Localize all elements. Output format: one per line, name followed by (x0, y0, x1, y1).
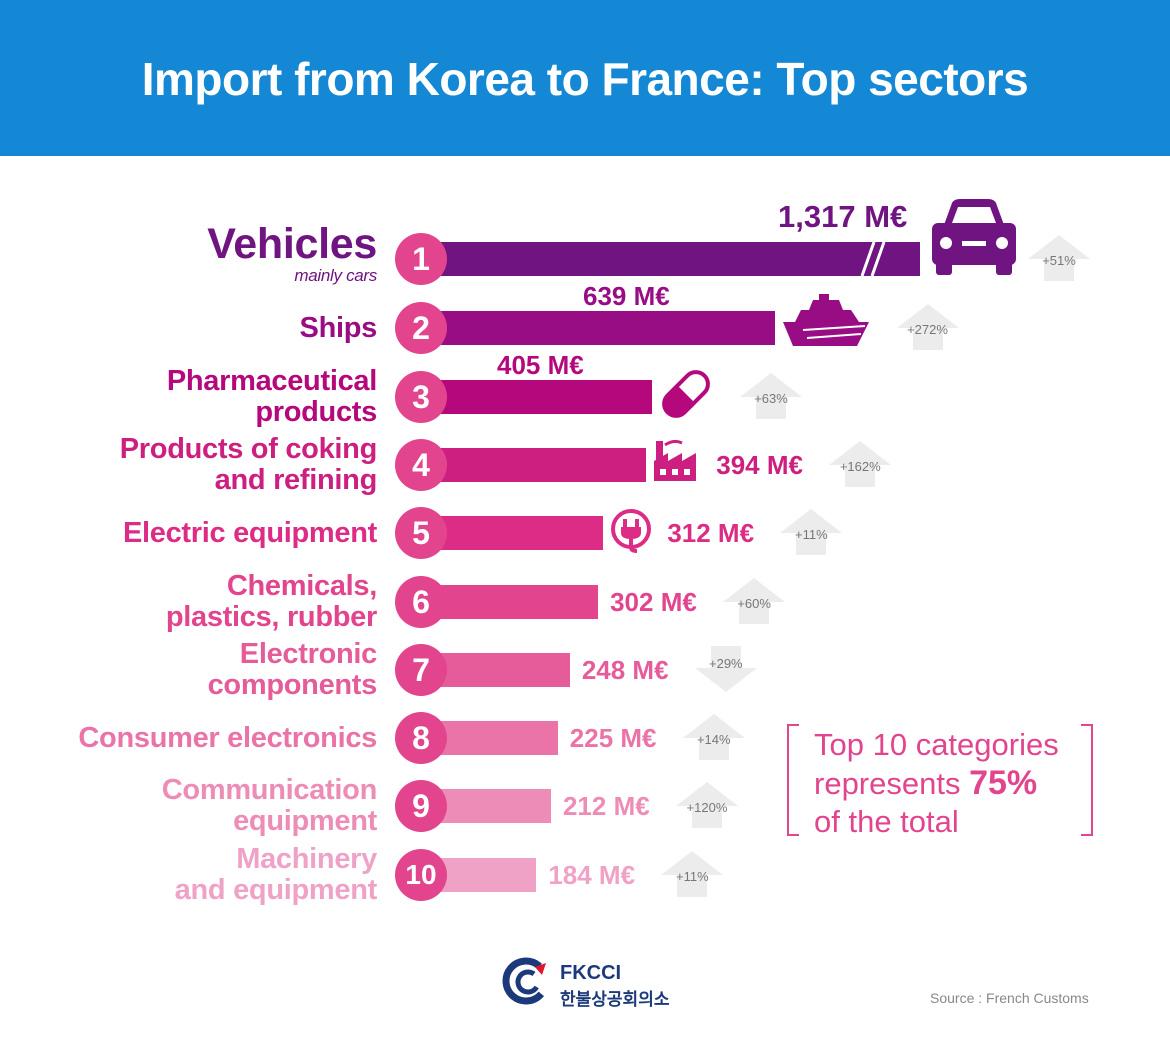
change-value-3: +63% (754, 391, 788, 406)
value-label-1: 1,317 M€ (778, 199, 908, 234)
bar-4 (440, 448, 647, 482)
rank-badge-5: 5 (395, 507, 447, 559)
bar-5 (440, 516, 604, 550)
change-value-4: +162% (839, 459, 881, 474)
rank-badge-7: 7 (395, 644, 447, 696)
value-label-8: 225 M€ (569, 723, 657, 753)
value-label-3: 405 M€ (497, 350, 584, 380)
bar-6 (440, 585, 599, 619)
category-label-7: Electronic components (207, 638, 378, 701)
bar-7 (440, 653, 570, 687)
axis-break-mark (860, 242, 886, 276)
change-value-8: +14% (696, 732, 731, 747)
callout-text: Top 10 categories represents 75% of the … (814, 726, 1059, 841)
value-label-10: 184 M€ (548, 860, 636, 890)
rank-badge-10: 10 (395, 849, 447, 901)
source-note: Source : French Customs (930, 990, 1089, 1006)
callout-line1: Top 10 categories (814, 727, 1059, 762)
category-label-7-line-2: components (207, 669, 378, 701)
category-label-10-line-1: Machinery (236, 843, 377, 875)
rank-badge-6: 6 (395, 576, 447, 628)
change-arrow-up-icon (1028, 235, 1090, 281)
change-arrow-up-icon (661, 851, 724, 897)
logo-name: FKCCI (560, 962, 622, 984)
change-value-2: +272% (907, 322, 948, 337)
category-label-4-line-2: and refining (214, 464, 378, 496)
category-label-9: Communication equipment (161, 774, 378, 837)
change-value-9: +120% (686, 800, 728, 815)
rank-badge-2: 2 (395, 302, 447, 354)
category-label-4: Products of coking and refining (119, 433, 378, 496)
category-label-8-line-1: Consumer electronics (78, 721, 377, 754)
bar-3 (440, 380, 653, 414)
category-label-8: Consumer electronics (78, 721, 377, 754)
rank-badge-9: 9 (395, 780, 447, 832)
plug-icon (611, 509, 652, 553)
change-arrow-down-icon (694, 646, 757, 692)
category-label-6-line-2: plastics, rubber (165, 601, 377, 633)
fkcci-logo-icon (502, 957, 550, 1005)
bar-2 (440, 311, 775, 345)
rank-badge-8: 8 (395, 712, 447, 764)
change-value-1: +51% (1042, 253, 1076, 268)
callout-left-bracket (787, 724, 799, 836)
callout-line3: of the total (814, 804, 959, 839)
change-value-6: +60% (737, 596, 771, 611)
category-label-10-line-2: and equipment (174, 874, 378, 906)
factory-icon (654, 439, 697, 481)
category-label-2: Ships (299, 311, 378, 344)
callout-percent: 75% (969, 764, 1038, 802)
category-label-9-line-2: equipment (233, 805, 377, 837)
category-label-3-line-1: Pharmaceutical (166, 365, 377, 397)
value-label-9: 212 M€ (562, 791, 650, 821)
value-label-6: 302 M€ (610, 587, 697, 617)
value-label-4: 394 M€ (716, 450, 803, 480)
bar-9 (440, 789, 551, 823)
change-value-5: +11% (795, 527, 828, 542)
pill-icon (662, 370, 710, 418)
ship-icon (782, 294, 869, 346)
category-sublabel-1: mainly cars (294, 266, 377, 285)
callout-right-bracket (1081, 724, 1093, 836)
change-arrow-up-icon (780, 509, 843, 555)
category-label-3-line-2: products (255, 396, 377, 428)
rank-badge-4: 4 (395, 439, 447, 491)
header-banner: Import from Korea to France: Top sectors (0, 0, 1170, 156)
value-label-7: 248 M€ (581, 655, 669, 685)
change-arrow-up-icon (829, 441, 892, 487)
change-value-7: +29% (709, 656, 743, 671)
bar-1 (440, 242, 920, 276)
change-arrow-up-icon (682, 714, 745, 760)
page-title: Import from Korea to France: Top sectors (141, 53, 1029, 105)
category-label-1-line-1: Vehicles (207, 220, 377, 268)
car-icon (932, 199, 1016, 275)
category-label-3: Pharmaceutical products (167, 366, 377, 428)
change-arrow-up-icon (723, 578, 786, 624)
category-label-6: Chemicals, plastics, rubber (166, 571, 377, 633)
category-label-6-line-1: Chemicals, (226, 570, 377, 602)
summary-callout: Top 10 categories represents 75% of the … (787, 724, 1093, 839)
change-arrow-up-icon (896, 304, 959, 350)
rank-badge-3: 3 (395, 371, 447, 423)
value-label-5: 312 M€ (667, 518, 755, 548)
category-label-7-line-1: Electronic (239, 638, 378, 670)
bar-10 (440, 858, 537, 892)
category-label-10: Machinery and equipment (174, 843, 378, 906)
callout-line2a: represents (814, 766, 970, 801)
logo-korean: 한불상공회의소 (560, 990, 670, 1009)
category-label-5-line-1: Electric equipment (122, 516, 377, 549)
category-label-2-line-1: Ships (299, 311, 378, 344)
change-value-10: +11% (675, 869, 709, 884)
change-arrow-up-icon (675, 782, 738, 828)
change-arrow-up-icon (740, 373, 803, 419)
rank-badge-1: 1 (395, 233, 447, 285)
category-label-1: Vehicles mainly cars (207, 222, 377, 286)
category-label-5: Electric equipment (122, 516, 377, 549)
category-label-4-line-1: Products of coking (119, 433, 378, 465)
value-label-2: 639 M€ (583, 281, 670, 311)
bar-8 (440, 721, 558, 755)
category-label-9-line-1: Communication (161, 774, 378, 806)
